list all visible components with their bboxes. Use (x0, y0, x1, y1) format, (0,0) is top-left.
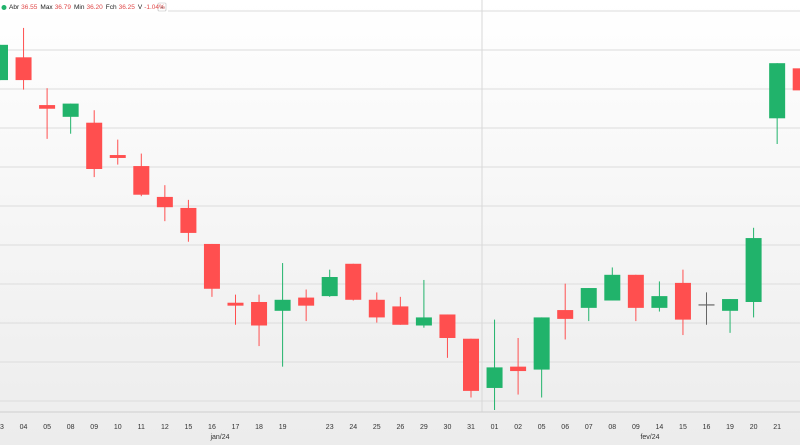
candle-body (722, 299, 739, 311)
candle-body (580, 288, 597, 308)
candles (0, 27, 800, 410)
x-tick-label: 06 (561, 424, 569, 431)
header-value: 36.55 (21, 4, 38, 11)
x-tick-label: 04 (20, 424, 28, 431)
header-value: 36.25 (119, 4, 136, 11)
candle-body (15, 57, 32, 81)
candle-body (627, 274, 644, 308)
candle-body (62, 103, 79, 117)
candle-body (368, 299, 385, 318)
x-tick-label: 05 (538, 424, 546, 431)
header-label: Fch (106, 4, 117, 11)
header-label: Min (74, 4, 85, 11)
candle-body (674, 282, 691, 320)
candle-body (345, 263, 362, 300)
candle-body (557, 310, 574, 319)
x-tick-label: 26 (396, 424, 404, 431)
x-tick-label: 02 (514, 424, 522, 431)
x-tick-label: 10 (114, 424, 122, 431)
candle-body (533, 317, 550, 370)
x-tick-label: 03 (0, 424, 4, 431)
candle-body (792, 68, 800, 91)
candle-body (133, 166, 150, 195)
candle-body (156, 196, 173, 208)
x-tick-label: 15 (185, 424, 193, 431)
month-label: jan/24 (209, 434, 229, 441)
x-tick-label: 09 (90, 424, 98, 431)
x-tick-label: 07 (585, 424, 593, 431)
x-tick-label: 24 (349, 424, 357, 431)
header-value: 36.20 (86, 4, 103, 11)
header-value: -1.04% (144, 4, 165, 11)
x-tick-label: 05 (43, 424, 51, 431)
candle-body (415, 317, 432, 326)
candle-body (86, 122, 103, 169)
status-dot (1, 5, 7, 10)
ohlc-header: + Abr 36.55 Max 36.79 Min 36.20 Fch 36.25 V -1.04… (0, 2, 168, 13)
candle-body (251, 301, 268, 326)
month-label: fev/24 (640, 434, 659, 441)
candle-body (486, 367, 503, 388)
candle-body (439, 314, 456, 338)
candle-body (227, 302, 244, 306)
x-tick-label: 18 (255, 424, 263, 431)
header-label: Max (40, 4, 53, 11)
x-tick-label: 16 (703, 424, 711, 431)
candle-body (510, 366, 527, 372)
candle-body (745, 238, 762, 302)
x-tick-label: 12 (161, 424, 169, 431)
candle-body (651, 296, 668, 308)
candle-body (274, 299, 291, 311)
candle-body (39, 105, 56, 109)
x-tick-label: 16 (208, 424, 216, 431)
candle-body (180, 207, 197, 233)
candle-body (604, 274, 621, 301)
x-tick-label: 11 (138, 424, 145, 431)
candle-body (321, 277, 338, 297)
x-tick-label: 01 (491, 424, 499, 431)
expand-icon[interactable]: + (160, 4, 164, 11)
x-tick-label: 21 (773, 424, 781, 431)
x-tick-label: 19 (726, 424, 734, 431)
candle-body (392, 306, 409, 325)
x-tick-label: 09 (632, 424, 640, 431)
candle-body (298, 297, 315, 306)
header-label: Abr (9, 4, 20, 11)
x-tick-label: 20 (750, 424, 758, 431)
x-labels: 03 04 05 08 09 10 11 12 15 16 17 18 19 23 24 25 26 29 30 31… (0, 424, 781, 441)
header-label: V (138, 4, 143, 11)
x-tick-label: 08 (67, 424, 75, 431)
x-tick-label: 14 (656, 424, 664, 431)
x-tick-label: 30 (444, 424, 452, 431)
x-tick-label: 17 (232, 424, 240, 431)
x-tick-label: 19 (279, 424, 287, 431)
candle-body (0, 44, 8, 81)
x-tick-label: 29 (420, 424, 428, 431)
header-value: 36.79 (55, 4, 72, 11)
candle-body (463, 338, 479, 391)
candle-body (109, 155, 126, 158)
candle-body (769, 63, 786, 119)
x-tick-label: 15 (679, 424, 687, 431)
header-box (0, 2, 168, 13)
x-tick-label: 08 (608, 424, 616, 431)
x-tick-label: 31 (467, 424, 475, 431)
x-tick-label: 25 (373, 424, 381, 431)
expand-button[interactable] (157, 2, 167, 12)
candle-body (203, 243, 220, 289)
x-tick-label: 23 (326, 424, 334, 431)
